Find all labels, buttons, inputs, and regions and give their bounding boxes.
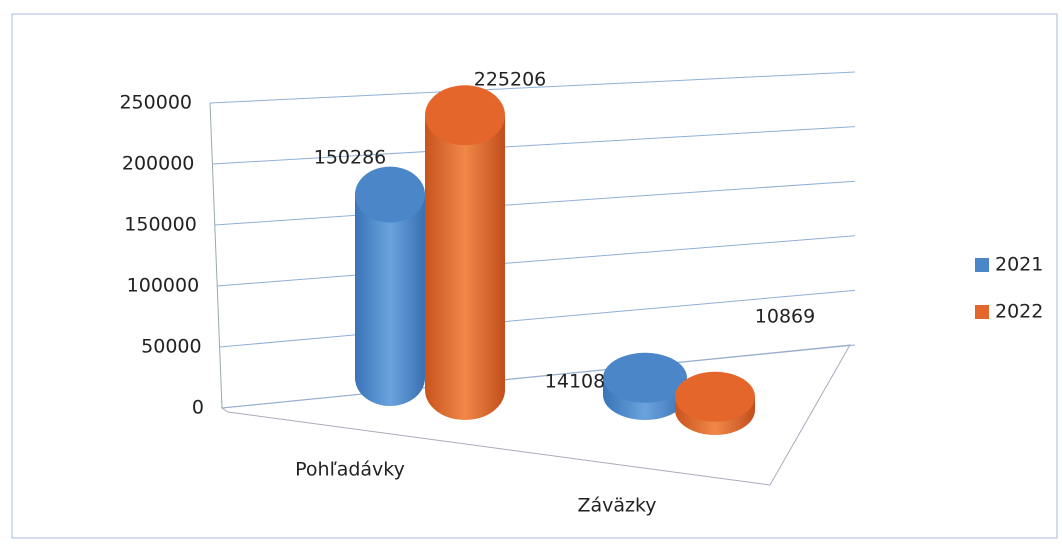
y-tick-label: 0 xyxy=(192,397,204,419)
legend-label: 2022 xyxy=(995,301,1043,323)
y-tick-label: 150000 xyxy=(124,214,197,236)
data-label: 10869 xyxy=(755,306,815,328)
data-label: 225206 xyxy=(474,69,547,91)
legend-swatch xyxy=(975,305,989,319)
grid-line xyxy=(217,235,856,287)
y-tick-label: 100000 xyxy=(127,275,200,297)
data-label: 150286 xyxy=(314,147,387,169)
grid-line xyxy=(221,344,856,409)
legend-swatch xyxy=(975,258,989,272)
x-tick-label: Pohľadávky xyxy=(295,459,405,481)
y-tick-label: 250000 xyxy=(119,92,192,114)
bar-top xyxy=(355,166,425,223)
bar-top xyxy=(425,85,505,146)
grid-line xyxy=(214,180,856,226)
grid-line xyxy=(212,126,856,165)
frame xyxy=(11,13,1058,539)
legend-label: 2021 xyxy=(995,254,1043,276)
grid-line xyxy=(219,289,856,348)
x-tick-label: Záväzky xyxy=(577,495,656,517)
bar-top xyxy=(675,371,755,422)
bar xyxy=(355,194,425,406)
axis-wall xyxy=(209,102,223,409)
bar-top xyxy=(603,352,687,403)
y-tick-label: 200000 xyxy=(122,153,195,175)
bar xyxy=(425,115,505,420)
y-tick-label: 50000 xyxy=(141,336,201,358)
data-label: 14108 xyxy=(545,371,605,393)
grid-line xyxy=(209,71,856,104)
